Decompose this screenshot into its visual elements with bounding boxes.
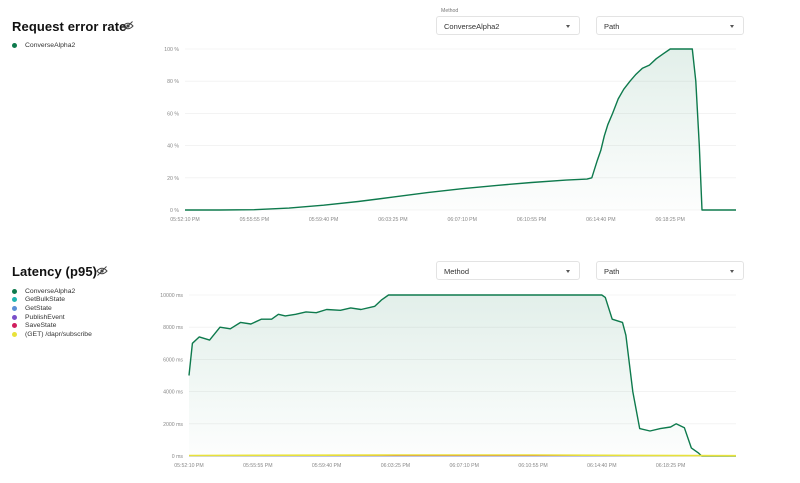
x-tick-label: 06:07:10 PM [450,463,479,469]
legend-item[interactable]: PublishEvent [12,313,92,322]
x-tick-label: 05:55:55 PM [240,217,269,223]
y-tick-label: 8000 ms [163,325,183,331]
y-tick-label: 40 % [167,144,179,150]
error-rate-panel: Request error rate ConverseAlpha2 Method… [12,8,744,223]
x-tick-label: 05:52:10 PM [170,217,199,223]
x-tick-label: 06:03:25 PM [378,217,407,223]
legend-label: ConverseAlpha2 [25,41,76,49]
legend-label: (GET) /dapr/subscribe [25,330,92,338]
legend-dot-icon [12,323,17,329]
latency-chart: 0 ms 2000 ms 4000 ms 6000 ms 8000 ms 10000 ms… [160,293,737,469]
path-select[interactable]: Path [596,261,744,280]
y-tick-label: 10000 ms [160,293,183,299]
legend-dot-icon [12,314,17,320]
y-tick-label: 20 % [167,176,179,182]
panel-title: Request error rate [12,19,127,34]
legend-item[interactable]: ConverseAlpha2 [12,41,75,50]
x-tick-label: 06:10:55 PM [517,217,546,223]
x-tick-label: 05:59:40 PM [312,463,341,469]
method-select[interactable]: Method ConverseAlpha2 [436,8,580,35]
series-area [189,295,736,456]
path-select-value: Path [604,22,620,31]
chevron-down-icon [566,25,570,28]
series-line [188,294,736,457]
x-tick-label: 06:18:25 PM [656,463,685,469]
x-tick-label: 05:52:10 PM [174,463,203,469]
legend-label: PublishEvent [25,313,65,321]
y-tick-label: 4000 ms [163,390,183,396]
x-tick-label: 05:59:40 PM [309,217,338,223]
legend-label: SaveState [25,322,57,330]
legend-item[interactable]: (GET) /dapr/subscribe [12,330,92,339]
method-select-value: ConverseAlpha2 [444,22,500,31]
error-rate-chart: 0 % 20 % 40 % 60 % 80 % 100 % 05:52:10 PM 05:55… [164,47,736,223]
eye-off-icon[interactable] [96,266,108,276]
x-tick-label: 06:14:40 PM [587,463,616,469]
legend: ConverseAlpha2 [12,41,75,50]
legend-dot-icon [12,297,17,303]
x-tick-label: 06:10:55 PM [518,463,547,469]
legend-item[interactable]: SaveState [12,321,92,330]
y-tick-label: 60 % [167,111,179,117]
legend-label: GetBulkState [25,296,66,304]
x-tick-label: 06:07:10 PM [448,217,477,223]
y-tick-label: 6000 ms [163,357,183,363]
chevron-down-icon [566,270,570,273]
legend-dot-icon [12,305,17,311]
x-tick-label: 05:55:55 PM [243,463,272,469]
latency-panel: Latency (p95) ConverseAlpha2 GetBulkState… [0,255,800,483]
y-tick-label: 100 % [164,47,179,53]
eye-off-icon[interactable] [122,21,134,31]
legend: ConverseAlpha2 GetBulkState GetState Publis… [12,287,92,339]
y-tick-label: 0 % [170,208,179,214]
legend-dot-icon [12,42,17,48]
legend-item[interactable]: GetState [12,304,92,313]
y-tick-label: 0 ms [172,454,184,460]
method-select[interactable]: Method [436,261,580,280]
series-line [188,454,737,457]
method-select-value: Method [444,267,470,276]
y-tick-label: 2000 ms [163,422,183,428]
legend-label: ConverseAlpha2 [25,287,76,295]
series-line [185,48,736,211]
y-tick-label: 80 % [167,79,179,85]
x-tick-label: 06:18:25 PM [655,217,684,223]
legend-item[interactable]: GetBulkState [12,296,92,305]
series-area [185,49,736,210]
chevron-down-icon [730,25,734,28]
panel-title: Latency (p95) [12,264,98,279]
legend-item[interactable]: ConverseAlpha2 [12,287,92,296]
legend-label: GetState [25,304,52,312]
legend-dot-icon [12,288,17,294]
legend-dot-icon [12,331,17,337]
path-select[interactable]: Path [596,16,744,35]
x-tick-label: 06:14:40 PM [586,217,615,223]
chevron-down-icon [730,270,734,273]
method-select-label: Method [440,8,460,14]
path-select-value: Path [604,267,620,276]
x-tick-label: 06:03:25 PM [381,463,410,469]
